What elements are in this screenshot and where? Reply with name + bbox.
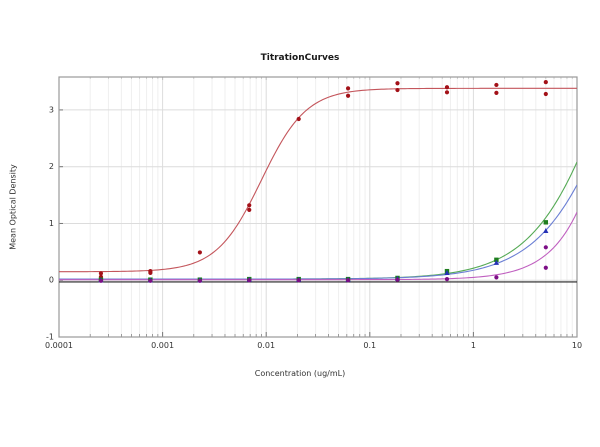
y-tick-label: 2: [49, 162, 54, 171]
sample-red-point: [543, 91, 548, 97]
sample-red-point: [247, 203, 252, 208]
sample-purple-point: [395, 277, 400, 282]
sample-purple-point: [543, 265, 548, 270]
sample-green-point: [494, 257, 499, 262]
sample-blue-point: [444, 270, 450, 276]
sample-purple-point: [98, 278, 104, 283]
sample-red-point: [98, 271, 104, 276]
sample-red-point: [395, 87, 400, 93]
sample-red-point: [444, 85, 450, 90]
sample-purple-point: [543, 245, 548, 250]
sample-red-point: [494, 82, 499, 88]
y-tick-label: 3: [49, 105, 54, 114]
sample-red-point: [345, 86, 351, 91]
x-tick-label: 10: [572, 341, 582, 350]
x-tick-label: 0.0001: [45, 341, 73, 350]
sample-red-point: [148, 269, 153, 274]
x-tick-label: 1: [471, 341, 476, 350]
y-tick-label: 0: [49, 276, 54, 285]
sample-green-curve: [59, 161, 577, 280]
sample-red-point: [296, 116, 301, 122]
sample-red-point: [494, 90, 499, 95]
sample-purple-point: [494, 275, 499, 280]
x-tick-label: 0.01: [257, 341, 275, 350]
x-axis-title: Concentration (ug/mL): [254, 369, 346, 378]
sample-red-point: [395, 81, 400, 86]
sample-blue-curve: [59, 184, 577, 280]
sample-red-point: [345, 93, 351, 98]
chart-title: TitrationCurves: [260, 53, 340, 63]
sample-purple-point: [296, 278, 301, 283]
sample-purple-point: [148, 278, 153, 283]
sample-green-point: [543, 220, 549, 225]
y-tick-label: -1: [46, 333, 54, 342]
y-tick-label: 1: [49, 219, 54, 228]
sample-red-point: [197, 250, 202, 255]
x-tick-label: 0.001: [151, 341, 174, 350]
sample-red-point: [444, 90, 450, 95]
sample-red-curve: [59, 87, 577, 273]
sample-red-point: [543, 80, 548, 85]
sample-purple-point: [345, 278, 351, 283]
sample-purple-point: [247, 278, 252, 283]
sample-purple-point: [444, 276, 450, 282]
x-tick-label: 0.1: [363, 341, 376, 350]
sample-purple-point: [197, 278, 202, 283]
sample-red-point: [247, 207, 252, 212]
sample-purple-curve: [59, 211, 577, 281]
sample-blue-point: [493, 259, 499, 265]
sample-blue-point: [543, 228, 549, 234]
